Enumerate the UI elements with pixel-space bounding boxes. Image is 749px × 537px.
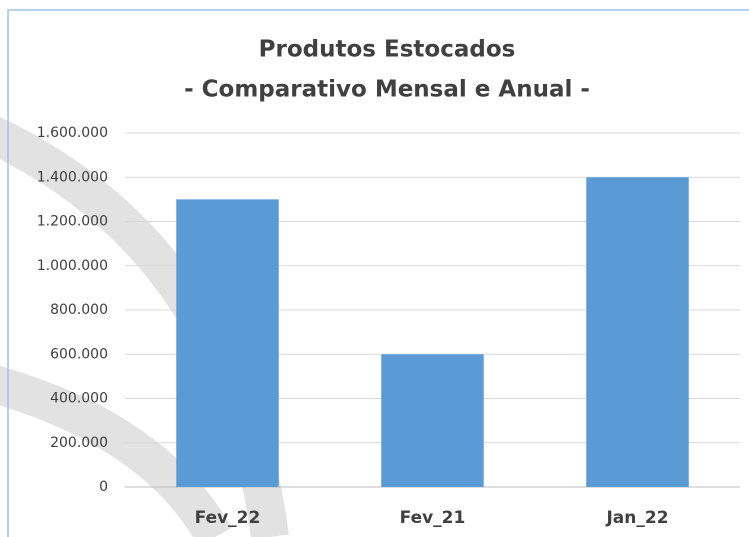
- y-tick-label: 800.000: [50, 302, 108, 318]
- y-tick-label: 1.200.000: [37, 214, 108, 230]
- bar: [176, 199, 279, 487]
- y-tick-label: 1.400.000: [37, 169, 108, 185]
- frame: [7, 9, 749, 537]
- y-tick-label: 1.000.000: [37, 258, 108, 274]
- x-tick-label: Fev_22: [195, 508, 261, 528]
- x-tick-label: Jan_22: [605, 508, 668, 528]
- bar: [586, 177, 689, 487]
- chart-title: Produtos Estocados: [259, 37, 516, 63]
- bar: [381, 354, 484, 487]
- y-tick-label: 1.600.000: [37, 125, 108, 141]
- chart-subtitle: - Comparativo Mensal e Anual -: [184, 77, 590, 103]
- x-tick-label: Fev_21: [400, 508, 466, 528]
- y-tick-label: 600.000: [50, 346, 108, 362]
- y-tick-label: 200.000: [50, 435, 108, 451]
- y-tick-label: 0: [99, 479, 108, 495]
- decor-arc: [0, 365, 232, 537]
- y-tick-label: 400.000: [50, 391, 108, 407]
